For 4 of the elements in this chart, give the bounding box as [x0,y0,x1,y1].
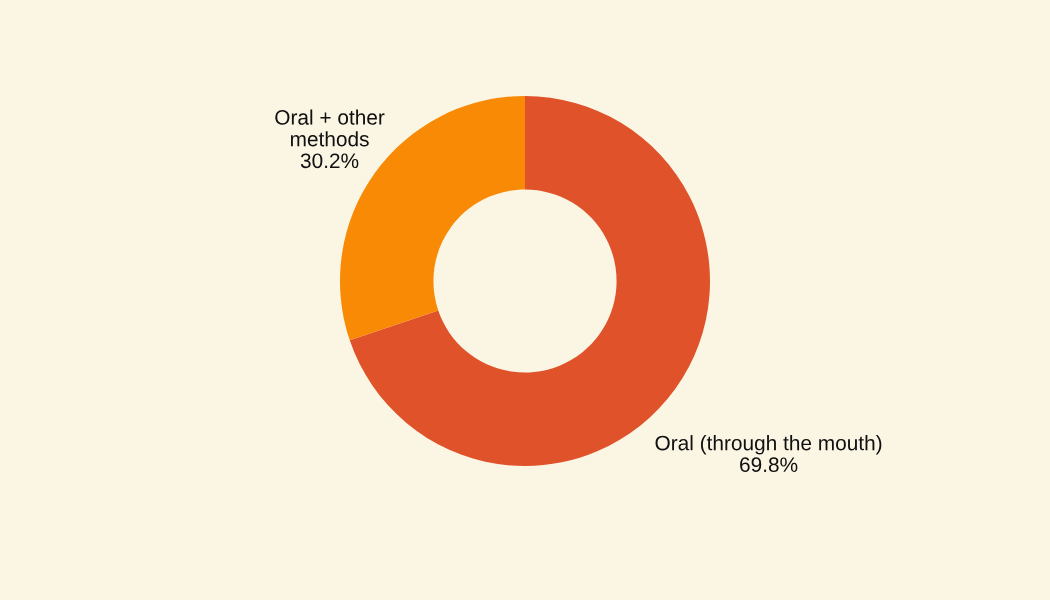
data-label: 30.2% [300,153,359,169]
slice-label: Oral + other methods [275,109,385,147]
data-label: 69.8% [740,457,798,473]
slice-label: Oral (through the mouth) [655,435,882,455]
